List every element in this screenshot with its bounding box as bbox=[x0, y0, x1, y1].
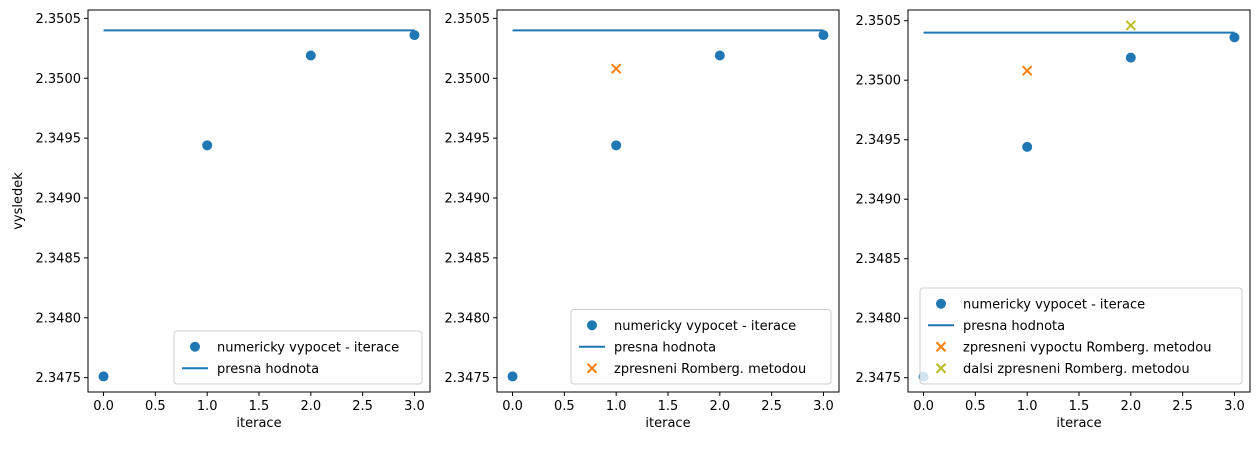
y-tick-label: 2.3495 bbox=[445, 132, 491, 147]
x-tick-label: 3.0 bbox=[1224, 399, 1245, 414]
legend-label: numericky vypocet - iterace bbox=[963, 297, 1145, 312]
legend-label: zpresneni vypoctu Romberg. metodou bbox=[963, 340, 1211, 355]
x-tick-label: 0.0 bbox=[913, 399, 934, 414]
x-axis-label: iterace bbox=[645, 416, 690, 431]
y-tick-label: 2.3505 bbox=[445, 12, 491, 27]
y-tick-label: 2.3480 bbox=[856, 312, 902, 327]
legend-label: numericky vypocet - iterace bbox=[614, 319, 796, 334]
y-tick-label: 2.3505 bbox=[36, 12, 82, 27]
x-tick-label: 1.0 bbox=[197, 399, 218, 414]
y-tick-label: 2.3485 bbox=[36, 251, 82, 266]
x-marker-stroke bbox=[1125, 20, 1137, 31]
x-tick-label: 1.5 bbox=[249, 399, 270, 414]
legend-x-swatch bbox=[935, 341, 947, 352]
x-tick-label: 3.0 bbox=[404, 399, 425, 414]
y-tick-label: 2.3480 bbox=[36, 311, 82, 326]
x-tick-label: 0.5 bbox=[965, 399, 986, 414]
x-tick-label: 1.0 bbox=[606, 399, 627, 414]
x-axis-label: iterace bbox=[1056, 416, 1101, 431]
x-tick-label: 1.0 bbox=[1017, 399, 1038, 414]
x-tick-label: 1.5 bbox=[1069, 399, 1090, 414]
x-tick-label: 0.0 bbox=[93, 399, 114, 414]
legend-label: presna hodnota bbox=[614, 340, 716, 355]
data-point bbox=[305, 50, 316, 61]
y-tick-label: 2.3495 bbox=[36, 132, 82, 147]
legend-dot-swatch bbox=[190, 341, 200, 352]
y-tick-label: 2.3500 bbox=[445, 72, 491, 87]
x-marker-stroke bbox=[610, 63, 622, 74]
y-tick-label: 2.3480 bbox=[445, 311, 491, 326]
x-axis-label: iterace bbox=[236, 416, 281, 431]
data-point bbox=[507, 371, 518, 382]
data-point bbox=[1229, 32, 1240, 43]
y-axis-label: vysledek bbox=[11, 172, 26, 230]
x-tick-label: 2.5 bbox=[761, 399, 782, 414]
data-point bbox=[1125, 52, 1136, 63]
y-tick-label: 2.3490 bbox=[445, 192, 491, 207]
chart-panel-1: 0.0 0.5 1.0 1.5 2.0 2.5 3.0 2.3475 2.3480 2.3485 2… bbox=[11, 9, 431, 431]
y-tick-label: 2.3500 bbox=[36, 72, 82, 87]
x-tick-label: 0.0 bbox=[502, 399, 523, 414]
axes-frame bbox=[87, 9, 431, 393]
romberg-point bbox=[1125, 20, 1137, 31]
data-point bbox=[714, 50, 725, 61]
x-tick-label: 0.5 bbox=[554, 399, 575, 414]
legend-box bbox=[173, 330, 423, 385]
legend: numericky vypocet - iterace presna hodnot… bbox=[919, 287, 1243, 385]
legend-x-swatch bbox=[935, 363, 947, 374]
legend-label: numericky vypocet - iterace bbox=[217, 340, 399, 355]
y-tick-label: 2.3485 bbox=[856, 252, 902, 267]
x-tick-label: 2.0 bbox=[300, 399, 321, 414]
y-tick-label: 2.3475 bbox=[445, 371, 491, 386]
legend-label: presna hodnota bbox=[963, 319, 1065, 334]
legend-box bbox=[570, 309, 832, 385]
legend-label: dalsi zpresneni Romberg. metodou bbox=[963, 362, 1190, 377]
legend: numericky vypocet - iterace presna hodnot… bbox=[173, 330, 423, 385]
axes-frame bbox=[907, 9, 1251, 393]
x-tick-label: 2.0 bbox=[709, 399, 730, 414]
y-tick-label: 2.3490 bbox=[856, 193, 902, 208]
y-tick-label: 2.3475 bbox=[856, 371, 902, 386]
y-tick-label: 2.3475 bbox=[36, 371, 82, 386]
y-tick-label: 2.3490 bbox=[36, 192, 82, 207]
chart-panel-2: 0.0 0.5 1.0 1.5 2.0 2.5 3.0 2.3475 2.3480 2.3485 2… bbox=[445, 9, 840, 431]
legend-label: presna hodnota bbox=[217, 362, 319, 377]
axes-frame bbox=[496, 9, 840, 393]
y-tick-label: 2.3500 bbox=[856, 74, 902, 89]
x-tick-label: 2.5 bbox=[1172, 399, 1193, 414]
data-point bbox=[202, 140, 213, 151]
y-tick-label: 2.3495 bbox=[856, 133, 902, 148]
legend: numericky vypocet - iterace presna hodnot… bbox=[570, 309, 832, 385]
romberg-point bbox=[610, 63, 622, 74]
romberg-point bbox=[1021, 65, 1033, 76]
data-point bbox=[409, 30, 420, 41]
y-tick-label: 2.3505 bbox=[856, 14, 902, 29]
data-point bbox=[818, 30, 829, 41]
legend-box bbox=[919, 287, 1243, 385]
legend-x-swatch bbox=[586, 363, 598, 374]
legend-dot-swatch bbox=[936, 298, 946, 309]
x-tick-label: 2.0 bbox=[1120, 399, 1141, 414]
y-tick-label: 2.3485 bbox=[445, 251, 491, 266]
x-tick-label: 0.5 bbox=[145, 399, 166, 414]
x-marker-stroke bbox=[1021, 65, 1033, 76]
legend-label: zpresneni Romberg. metodou bbox=[614, 362, 806, 377]
x-tick-label: 1.5 bbox=[658, 399, 679, 414]
data-point bbox=[1022, 141, 1033, 152]
chart-panel-3: 0.0 0.5 1.0 1.5 2.0 2.5 3.0 2.3475 2.3480 2.3485 2… bbox=[856, 9, 1251, 431]
x-tick-label: 3.0 bbox=[813, 399, 834, 414]
data-point bbox=[611, 140, 622, 151]
data-point bbox=[98, 371, 109, 382]
x-tick-label: 2.5 bbox=[352, 399, 373, 414]
legend-dot-swatch bbox=[587, 320, 597, 331]
